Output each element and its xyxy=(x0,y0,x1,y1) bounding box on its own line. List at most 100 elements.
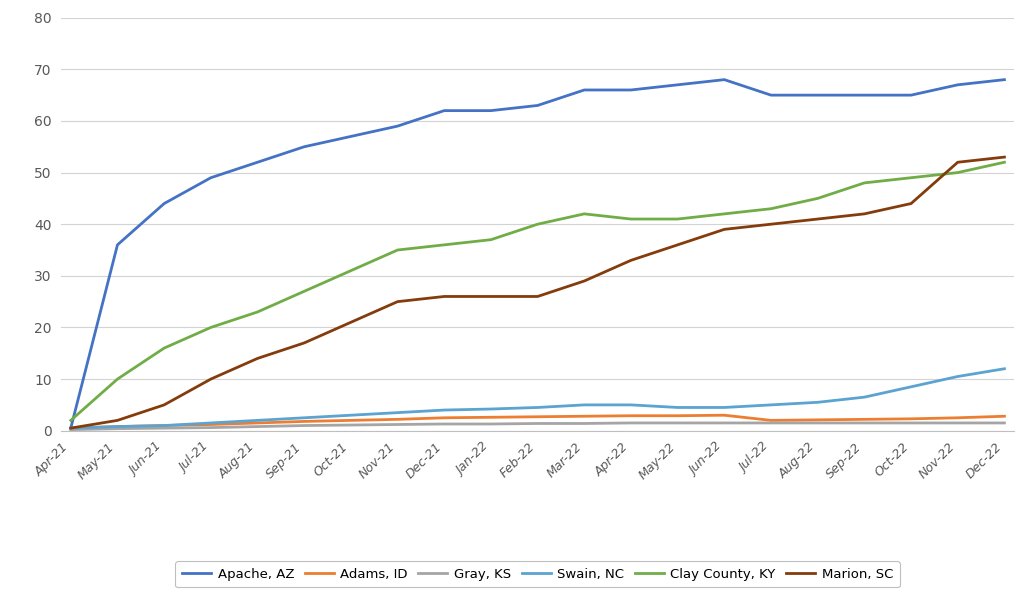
Adams, ID xyxy=(345,417,357,424)
Gray, KS xyxy=(718,419,730,427)
Clay County, KY xyxy=(298,288,310,295)
Marion, SC xyxy=(205,376,217,383)
Marion, SC xyxy=(112,417,124,424)
Clay County, KY xyxy=(579,211,591,218)
Apache, AZ xyxy=(438,107,451,114)
Adams, ID xyxy=(112,423,124,430)
Adams, ID xyxy=(951,414,964,421)
Clay County, KY xyxy=(812,195,824,202)
Adams, ID xyxy=(65,425,77,432)
Gray, KS xyxy=(858,419,870,427)
Gray, KS xyxy=(531,420,544,427)
Clay County, KY xyxy=(484,236,497,243)
Swain, NC xyxy=(718,404,730,411)
Adams, ID xyxy=(484,414,497,421)
Adams, ID xyxy=(625,412,637,419)
Apache, AZ xyxy=(579,87,591,94)
Gray, KS xyxy=(438,421,451,428)
Gray, KS xyxy=(65,426,77,433)
Adams, ID xyxy=(158,422,170,429)
Adams, ID xyxy=(858,416,870,423)
Adams, ID xyxy=(998,413,1011,420)
Adams, ID xyxy=(718,412,730,419)
Apache, AZ xyxy=(951,81,964,88)
Marion, SC xyxy=(905,200,918,207)
Apache, AZ xyxy=(345,133,357,140)
Marion, SC xyxy=(65,425,77,432)
Swain, NC xyxy=(345,412,357,419)
Apache, AZ xyxy=(625,87,637,94)
Legend: Apache, AZ, Adams, ID, Gray, KS, Swain, NC, Clay County, KY, Marion, SC: Apache, AZ, Adams, ID, Gray, KS, Swain, … xyxy=(175,561,900,588)
Apache, AZ xyxy=(65,425,77,432)
Marion, SC xyxy=(391,298,403,305)
Marion, SC xyxy=(718,226,730,233)
Swain, NC xyxy=(65,425,77,432)
Swain, NC xyxy=(205,419,217,427)
Marion, SC xyxy=(765,221,777,228)
Swain, NC xyxy=(858,394,870,401)
Marion, SC xyxy=(251,355,263,362)
Clay County, KY xyxy=(438,241,451,248)
Swain, NC xyxy=(112,423,124,430)
Gray, KS xyxy=(251,423,263,430)
Adams, ID xyxy=(205,421,217,428)
Clay County, KY xyxy=(672,215,684,222)
Gray, KS xyxy=(625,419,637,427)
Gray, KS xyxy=(998,419,1011,427)
Adams, ID xyxy=(438,414,451,421)
Marion, SC xyxy=(672,241,684,248)
Gray, KS xyxy=(812,419,824,427)
Apache, AZ xyxy=(765,91,777,99)
Swain, NC xyxy=(998,365,1011,372)
Clay County, KY xyxy=(718,211,730,218)
Adams, ID xyxy=(251,419,263,427)
Line: Apache, AZ: Apache, AZ xyxy=(71,80,1005,428)
Clay County, KY xyxy=(112,376,124,383)
Apache, AZ xyxy=(158,200,170,207)
Swain, NC xyxy=(158,422,170,429)
Clay County, KY xyxy=(251,309,263,316)
Gray, KS xyxy=(298,422,310,429)
Swain, NC xyxy=(579,401,591,408)
Apache, AZ xyxy=(672,81,684,88)
Swain, NC xyxy=(951,373,964,380)
Gray, KS xyxy=(672,419,684,427)
Gray, KS xyxy=(765,419,777,427)
Marion, SC xyxy=(625,257,637,264)
Marion, SC xyxy=(579,277,591,284)
Marion, SC xyxy=(812,215,824,222)
Clay County, KY xyxy=(205,324,217,331)
Marion, SC xyxy=(345,319,357,326)
Adams, ID xyxy=(579,413,591,420)
Clay County, KY xyxy=(625,215,637,222)
Apache, AZ xyxy=(112,241,124,248)
Clay County, KY xyxy=(858,179,870,186)
Adams, ID xyxy=(531,413,544,420)
Swain, NC xyxy=(438,407,451,414)
Swain, NC xyxy=(251,417,263,424)
Adams, ID xyxy=(298,418,310,425)
Adams, ID xyxy=(672,412,684,419)
Apache, AZ xyxy=(812,91,824,99)
Swain, NC xyxy=(298,414,310,421)
Adams, ID xyxy=(905,415,918,422)
Swain, NC xyxy=(905,384,918,391)
Swain, NC xyxy=(391,409,403,416)
Clay County, KY xyxy=(765,205,777,212)
Swain, NC xyxy=(812,399,824,406)
Swain, NC xyxy=(531,404,544,411)
Apache, AZ xyxy=(205,174,217,181)
Clay County, KY xyxy=(65,417,77,424)
Clay County, KY xyxy=(391,247,403,254)
Clay County, KY xyxy=(345,267,357,274)
Gray, KS xyxy=(951,419,964,427)
Clay County, KY xyxy=(905,174,918,181)
Gray, KS xyxy=(112,425,124,432)
Adams, ID xyxy=(391,416,403,423)
Marion, SC xyxy=(298,339,310,346)
Line: Adams, ID: Adams, ID xyxy=(71,415,1005,428)
Gray, KS xyxy=(484,421,497,428)
Swain, NC xyxy=(484,405,497,412)
Gray, KS xyxy=(205,424,217,431)
Apache, AZ xyxy=(531,102,544,109)
